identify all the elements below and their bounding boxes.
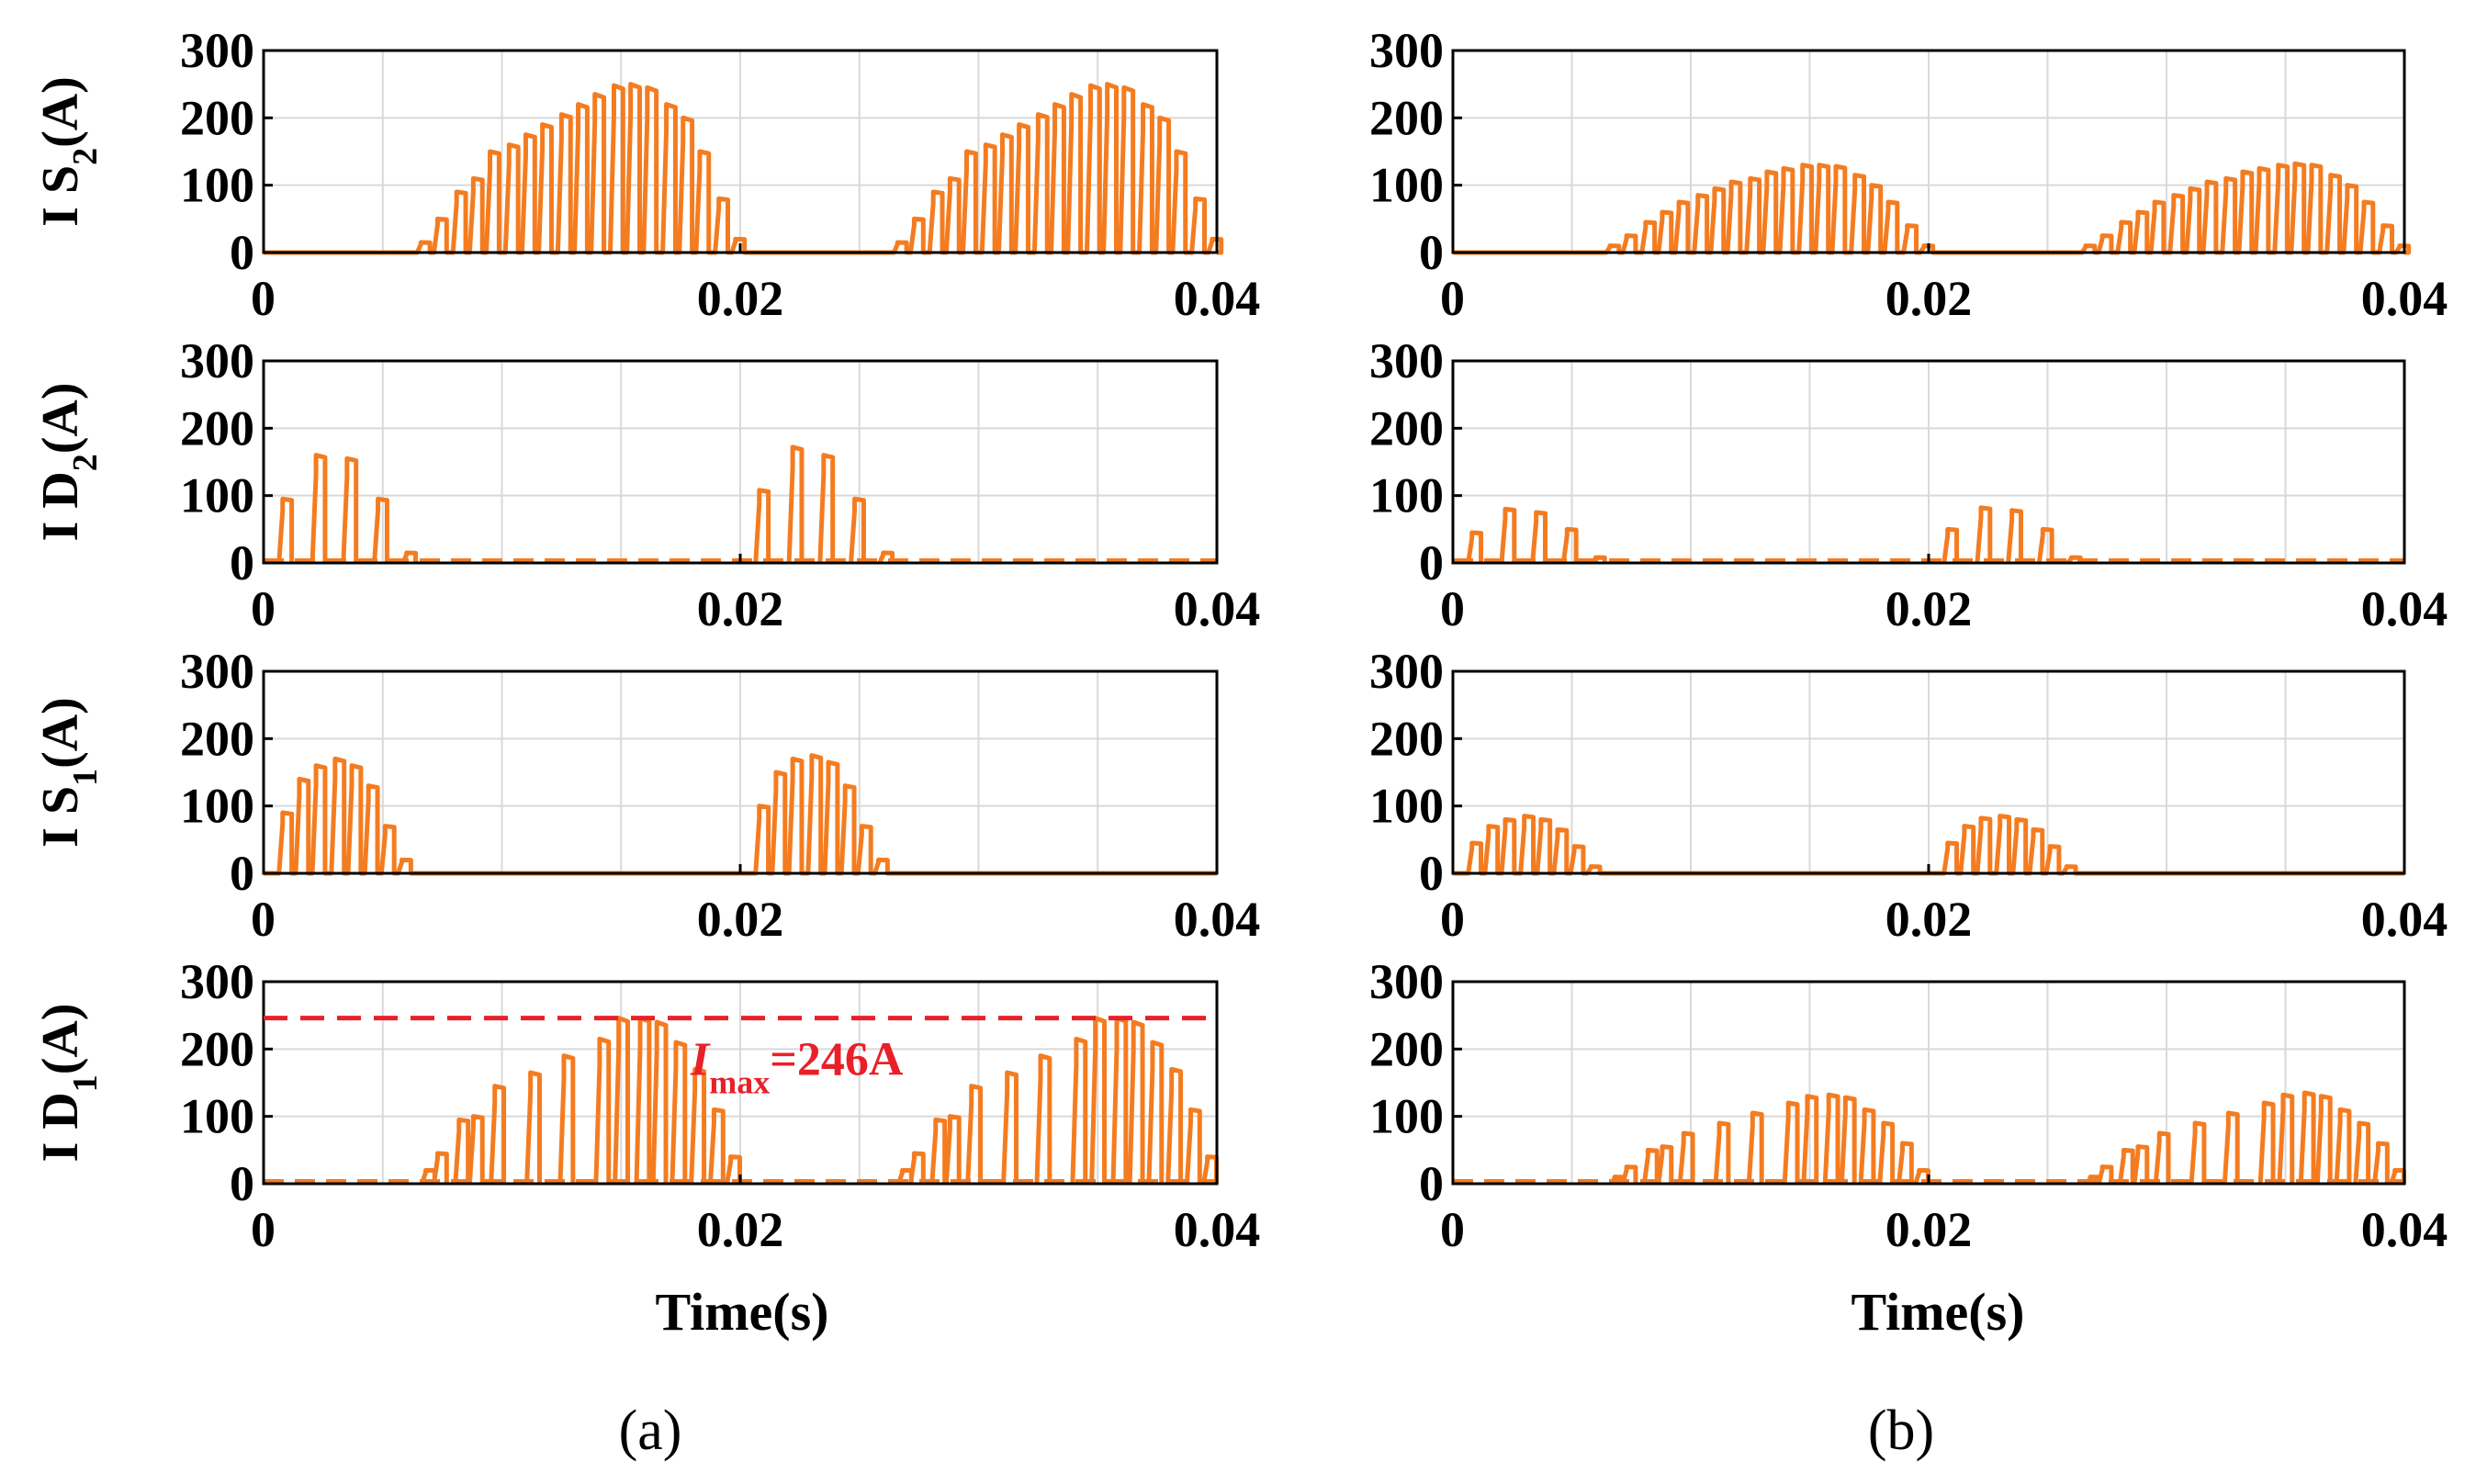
y-tick-label: 100 <box>180 1089 254 1144</box>
x-tick-label: 0.04 <box>1174 581 1261 636</box>
y-axis-label: I D2(A) <box>32 383 105 542</box>
x-tick-label: 0.02 <box>697 1202 784 1257</box>
y-axis-label: I D1(A) <box>32 1004 105 1163</box>
x-tick-label: 0 <box>1440 1202 1465 1257</box>
y-tick-label: 0 <box>230 535 254 590</box>
subplot-a-1: 0 100 200 300 0 0.02 0.04 I S2(A) <box>32 23 1260 326</box>
y-tick-label: 300 <box>180 23 254 78</box>
y-tick-label: 200 <box>1369 400 1444 455</box>
x-tick-label: 0.04 <box>1174 1202 1261 1257</box>
subplot-a-4: 0 100 200 300 0 0.02 0.04 I D1(A) Imax=246A <box>32 954 1260 1257</box>
y-tick-label: 0 <box>1419 1156 1444 1211</box>
y-axis-label: I S1(A) <box>32 697 105 848</box>
series-line <box>1453 161 2412 255</box>
x-tick-label: 0.02 <box>1885 271 1973 326</box>
plots-layer: 0 100 200 300 0 0.02 0.04 I S2(A) 0 100 200 300 0 0.0… <box>32 23 2448 1257</box>
x-tick-label: 0 <box>251 271 276 326</box>
x-tick-label: 0.02 <box>1885 1202 1973 1257</box>
y-tick-label: 300 <box>1369 23 1444 78</box>
y-tick-label: 200 <box>180 711 254 766</box>
series-line <box>264 82 1224 255</box>
y-tick-label: 300 <box>1369 954 1444 1009</box>
y-tick-label: 200 <box>180 400 254 455</box>
x-tick-label: 0 <box>1440 271 1465 326</box>
y-tick-label: 0 <box>1419 846 1444 901</box>
x-tick-label: 0.04 <box>1174 892 1261 947</box>
x-tick-label: 0.02 <box>1885 892 1973 947</box>
x-tick-label: 0.04 <box>2361 1202 2448 1257</box>
y-tick-label: 100 <box>1369 779 1444 834</box>
subplot-b-4: 0 100 200 300 0 0.02 0.04 <box>1369 954 2448 1257</box>
y-tick-label: 200 <box>1369 90 1444 145</box>
y-tick-label: 300 <box>180 954 254 1009</box>
y-tick-label: 300 <box>1369 644 1444 699</box>
y-tick-label: 300 <box>180 333 254 388</box>
x-tick-label: 0.04 <box>2361 892 2448 947</box>
y-tick-label: 0 <box>230 225 254 280</box>
y-axis-label: I S2(A) <box>32 76 105 227</box>
x-tick-label: 0 <box>251 892 276 947</box>
subplot-b-1: 0 100 200 300 0 0.02 0.04 <box>1369 23 2448 326</box>
x-tick-label: 0.04 <box>2361 271 2448 326</box>
subplot-b-2: 0 100 200 300 0 0.02 0.04 <box>1369 333 2448 636</box>
caption-a: (a) <box>619 1400 682 1462</box>
x-tick-label: 0 <box>1440 892 1465 947</box>
y-tick-label: 300 <box>180 644 254 699</box>
x-tick-label: 0.02 <box>697 271 784 326</box>
y-tick-label: 100 <box>180 468 254 523</box>
y-tick-label: 100 <box>1369 1089 1444 1144</box>
y-tick-label: 0 <box>230 1156 254 1211</box>
y-tick-label: 0 <box>1419 535 1444 590</box>
x-tick-label: 0.04 <box>2361 581 2448 636</box>
imax-annotation: Imax=246A <box>690 1034 904 1101</box>
y-tick-label: 100 <box>1369 158 1444 213</box>
caption-b: (b) <box>1868 1400 1934 1462</box>
x-tick-label: 0 <box>1440 581 1465 636</box>
subplot-a-2: 0 100 200 300 0 0.02 0.04 I D2(A) <box>32 333 1260 636</box>
x-tick-label: 0.02 <box>1885 581 1973 636</box>
x-tick-label: 0 <box>251 581 276 636</box>
y-tick-label: 200 <box>1369 1021 1444 1076</box>
y-tick-label: 200 <box>1369 711 1444 766</box>
y-tick-label: 100 <box>180 779 254 834</box>
y-tick-label: 0 <box>230 846 254 901</box>
y-tick-label: 200 <box>180 90 254 145</box>
xlabel-b: Time(s) <box>1851 1282 2024 1342</box>
xlabel-a: Time(s) <box>655 1282 828 1342</box>
y-tick-label: 200 <box>180 1021 254 1076</box>
series-line <box>276 444 895 565</box>
x-tick-label: 0 <box>251 1202 276 1257</box>
y-tick-label: 100 <box>1369 468 1444 523</box>
series-line <box>1466 505 2083 565</box>
y-tick-label: 100 <box>180 158 254 213</box>
subplot-a-3: 0 100 200 300 0 0.02 0.04 I S1(A) <box>32 644 1260 947</box>
y-tick-label: 0 <box>1419 225 1444 280</box>
y-tick-label: 300 <box>1369 333 1444 388</box>
x-tick-label: 0.02 <box>697 892 784 947</box>
x-tick-label: 0.04 <box>1174 271 1261 326</box>
series-line <box>1609 1090 2406 1186</box>
x-tick-label: 0.02 <box>697 581 784 636</box>
subplot-b-3: 0 100 200 300 0 0.02 0.04 <box>1369 644 2448 947</box>
